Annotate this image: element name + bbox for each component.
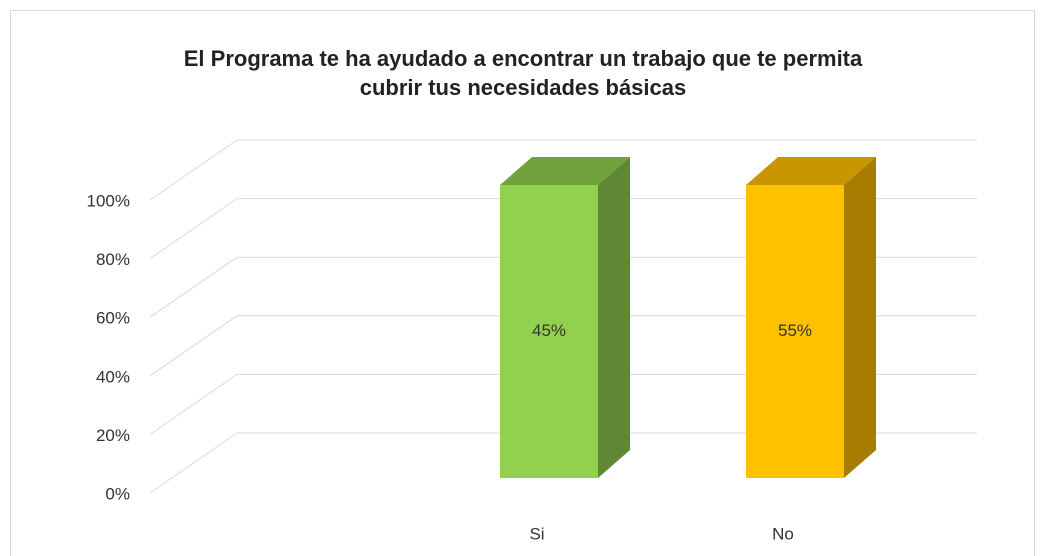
y-tick-label: 60% [96, 309, 130, 328]
bar-top [746, 157, 876, 185]
bar [746, 185, 844, 478]
chart-title: El Programa te ha ayudado a encontrar un… [183, 46, 863, 100]
grid-line-side [149, 256, 238, 318]
y-tick-label: 20% [96, 426, 130, 445]
bar-side [598, 157, 630, 478]
data-label: 45% [532, 321, 566, 340]
grid-line-side [149, 139, 238, 201]
y-tick-label: 100% [87, 191, 130, 210]
x-tick-label: Si [529, 524, 544, 543]
data-label: 55% [778, 321, 812, 340]
chart-border [10, 10, 1035, 556]
grid-line-side [149, 373, 238, 435]
grid-line-side [149, 198, 238, 260]
bar-side [844, 157, 876, 478]
grid-line-side [149, 432, 238, 494]
bar-top [500, 157, 630, 185]
y-tick-label: 80% [96, 250, 130, 269]
bar [500, 185, 598, 478]
y-tick-label: 0% [105, 484, 130, 503]
x-tick-label: No [772, 524, 794, 543]
y-tick-label: 40% [96, 367, 130, 386]
grid-line-side [149, 315, 238, 377]
